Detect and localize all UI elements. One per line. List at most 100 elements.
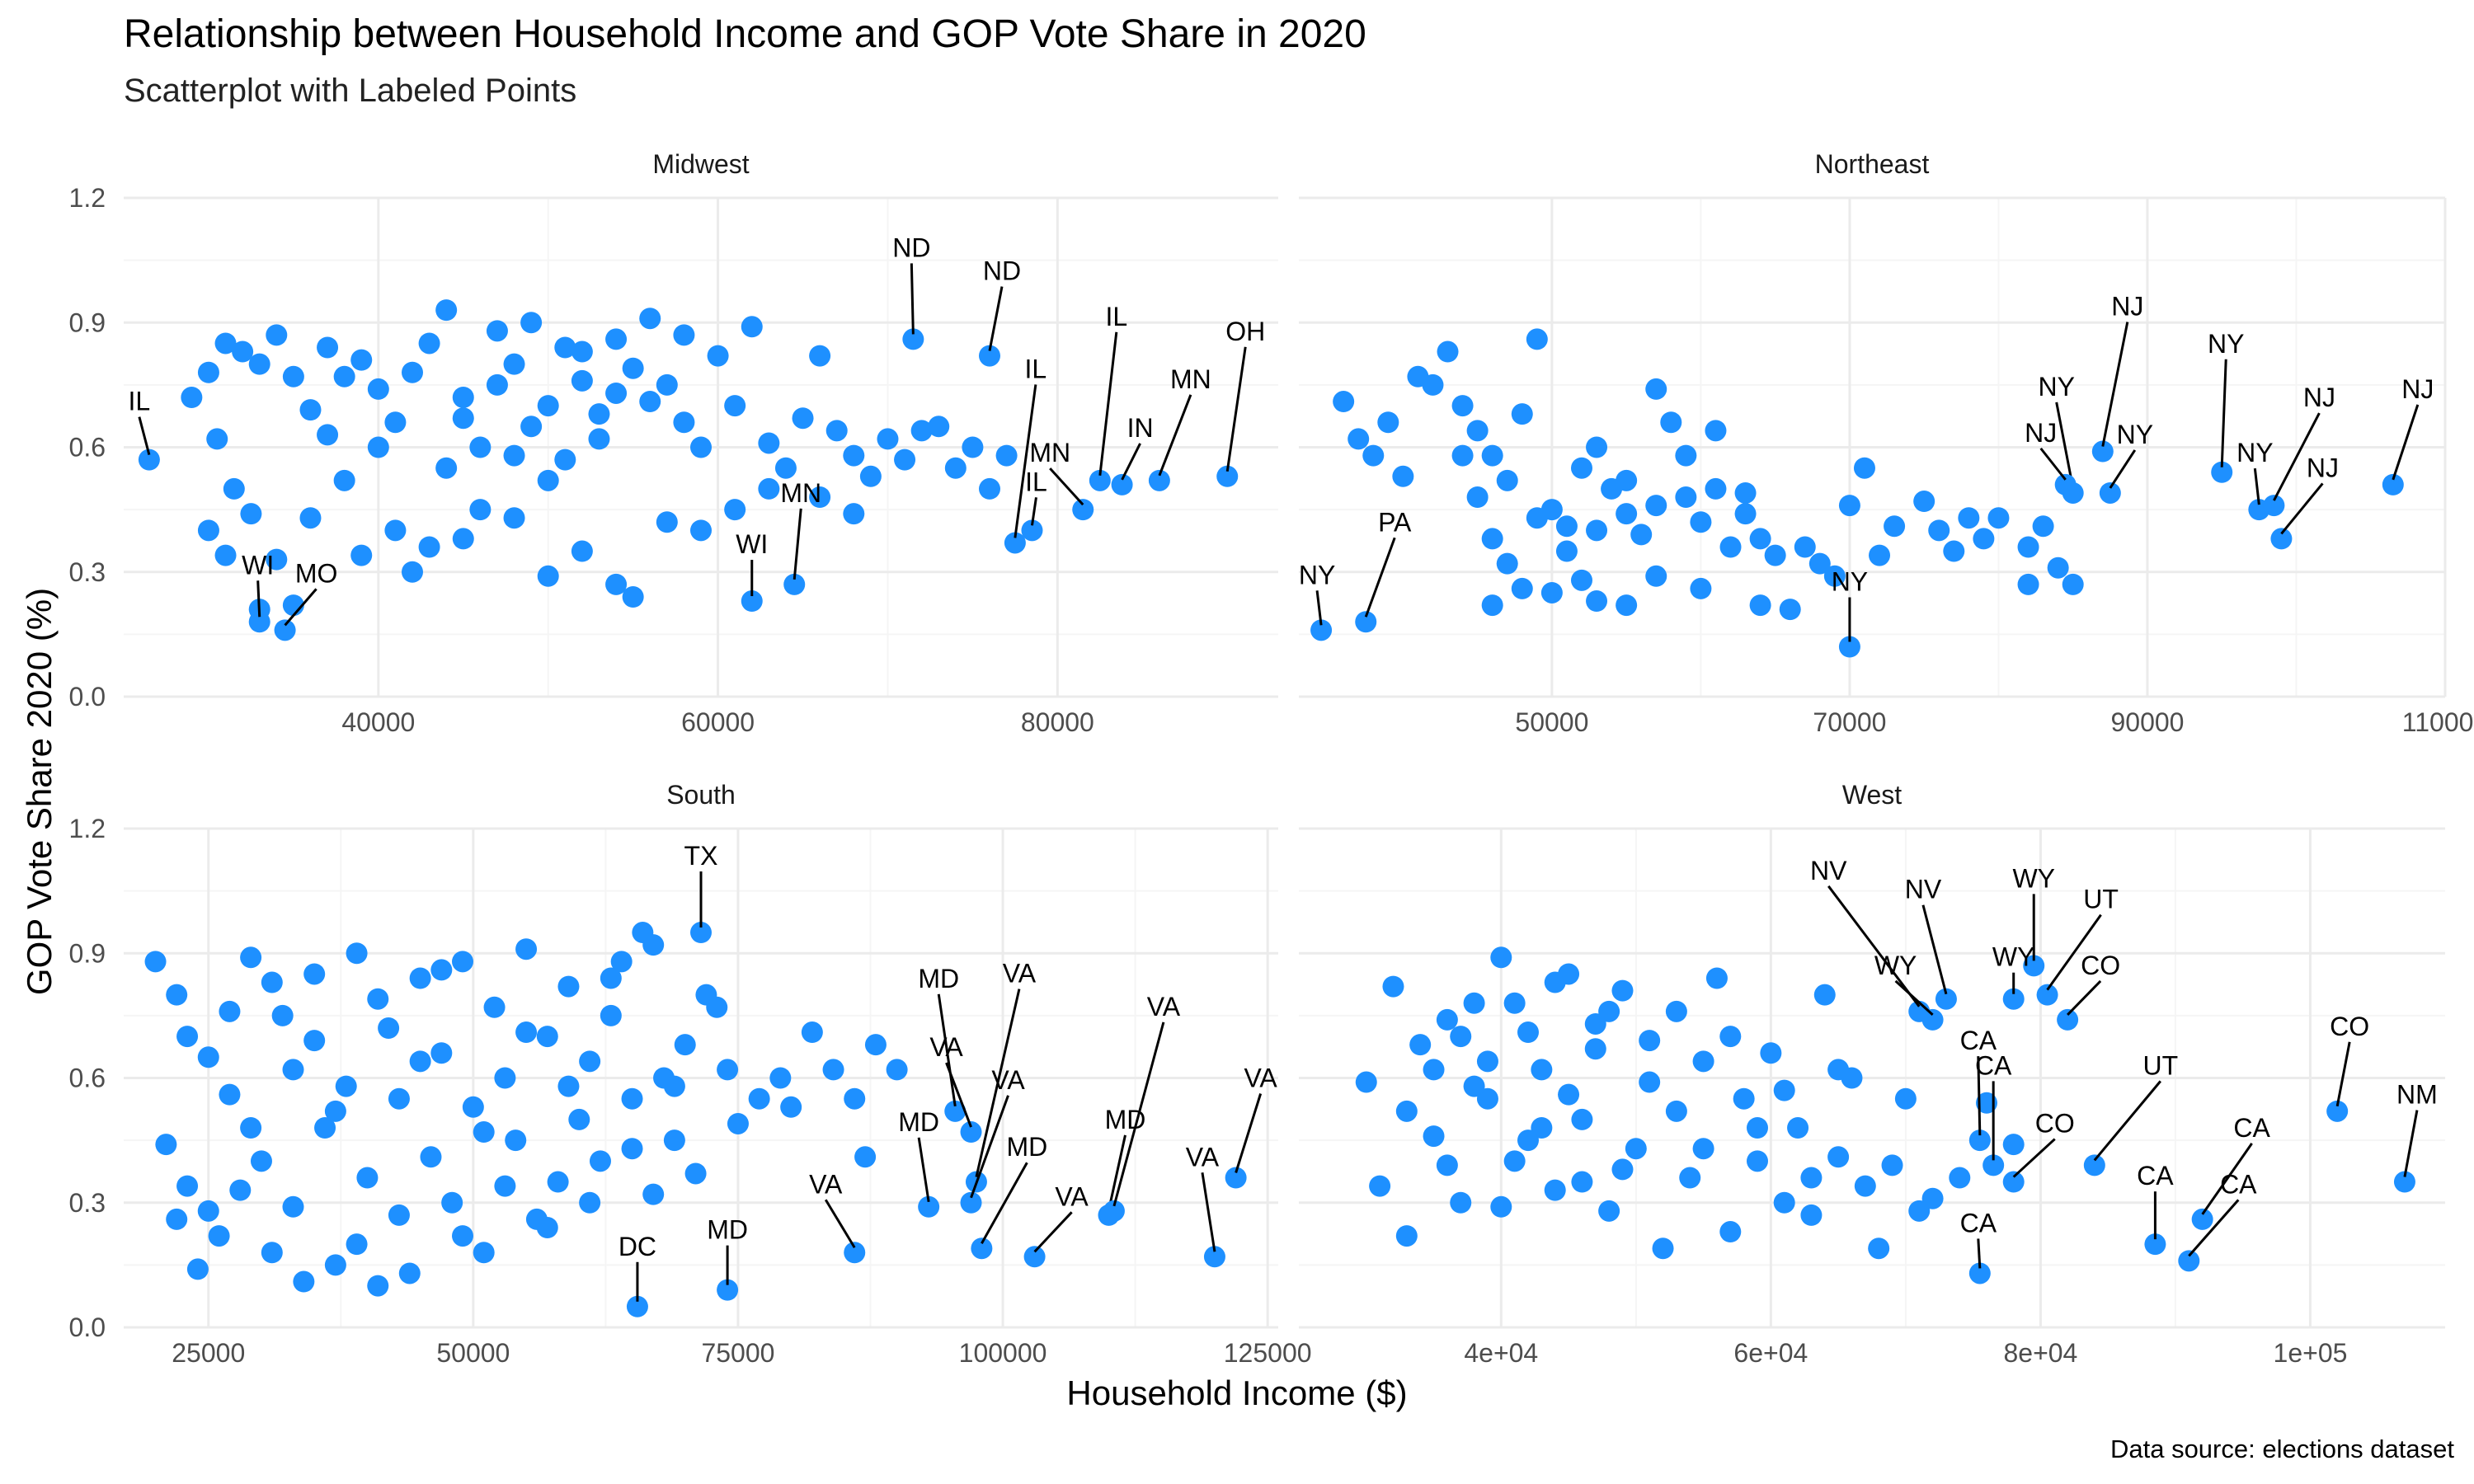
data-point <box>622 357 644 379</box>
point-label: VA <box>1003 959 1037 989</box>
data-point <box>1496 552 1518 575</box>
data-point <box>1611 979 1634 1002</box>
data-point <box>844 1087 866 1110</box>
data-point <box>1734 503 1757 525</box>
data-point <box>1490 1195 1512 1218</box>
data-point <box>1503 992 1526 1014</box>
data-point <box>1369 1175 1391 1197</box>
data-point <box>1481 444 1503 467</box>
data-point <box>1355 1071 1377 1093</box>
data-point <box>1692 1138 1714 1160</box>
data-point <box>469 499 492 521</box>
point-label: MD <box>1006 1132 1047 1162</box>
data-point <box>1476 1087 1498 1110</box>
data-point <box>1451 395 1474 417</box>
data-point <box>1719 1221 1742 1243</box>
labeled-data-point <box>741 590 763 613</box>
data-point <box>579 1191 601 1214</box>
data-point <box>1496 469 1518 491</box>
label-leader-line <box>970 1095 1009 1199</box>
data-point <box>452 1225 474 1247</box>
label-leader-line <box>1315 590 1323 626</box>
data-point <box>1787 1117 1809 1139</box>
data-point <box>1466 420 1489 442</box>
facet-west: 4e+04 6e+04 8e+04 1e+05 West NV NV WY WY WY UT CO CA… <box>1299 780 2445 1368</box>
data-point <box>894 448 916 471</box>
data-point <box>1813 984 1836 1006</box>
data-point <box>1733 1087 1755 1110</box>
data-point <box>314 1117 336 1139</box>
data-point <box>441 1191 463 1214</box>
data-point <box>944 457 967 479</box>
data-point <box>674 1034 696 1056</box>
y-tick-label: 1.2 <box>69 814 106 843</box>
data-point <box>690 436 712 458</box>
data-point <box>537 395 559 417</box>
data-point <box>1827 1059 1850 1081</box>
point-label: NJ <box>2401 374 2434 404</box>
point-label: VA <box>809 1169 843 1199</box>
label-leader-line <box>1921 904 1948 995</box>
label-leader-line <box>1201 1172 1216 1252</box>
label-leader-line <box>2188 1199 2240 1257</box>
data-point <box>1764 544 1786 566</box>
y-tick-label: 0.6 <box>69 1064 106 1093</box>
x-tick-label: 50000 <box>1515 707 1588 737</box>
data-point <box>1884 515 1906 538</box>
label-leader-line <box>975 989 1021 1177</box>
point-label: CO <box>2035 1109 2075 1139</box>
label-leader-line <box>1049 467 1084 506</box>
data-point <box>663 1075 685 1097</box>
data-point <box>186 1258 209 1280</box>
data-point <box>1571 1108 1593 1130</box>
x-tick-label: 60000 <box>681 707 755 737</box>
labeled-data-point <box>2382 473 2404 495</box>
data-point <box>1463 1075 1485 1097</box>
label-leader-line <box>910 263 915 335</box>
point-label: IL <box>129 387 151 416</box>
data-point <box>1639 1071 1661 1093</box>
data-point <box>2062 573 2084 595</box>
point-label: VA <box>1244 1064 1277 1093</box>
data-point <box>1616 594 1638 617</box>
data-point <box>1913 491 1935 513</box>
data-point <box>605 382 628 404</box>
point-label: MD <box>898 1107 939 1137</box>
data-point <box>435 299 458 322</box>
label-leader-line <box>1977 1056 1982 1136</box>
data-point <box>554 336 576 359</box>
labeled-data-point <box>2036 984 2058 1006</box>
label-leader-line <box>2253 467 2260 505</box>
labeled-data-point <box>274 619 296 641</box>
point-label: VA <box>1147 992 1181 1021</box>
data-point <box>1675 486 1697 508</box>
data-point <box>282 1059 304 1081</box>
data-point <box>435 457 458 479</box>
point-label: MO <box>295 558 338 588</box>
data-point <box>214 544 237 566</box>
data-point <box>780 1096 802 1118</box>
data-point <box>1625 1138 1647 1160</box>
data-point <box>1692 1050 1714 1073</box>
data-point <box>324 1100 346 1122</box>
data-point <box>271 1004 294 1026</box>
data-point <box>1630 524 1653 546</box>
data-point <box>962 436 984 458</box>
data-point <box>1544 1179 1566 1201</box>
data-point <box>1511 577 1533 599</box>
data-point <box>877 428 899 450</box>
data-point <box>571 369 593 392</box>
data-point <box>1476 1050 1498 1073</box>
data-point <box>1531 1117 1553 1139</box>
label-leader-line <box>1098 331 1118 477</box>
data-point <box>1616 469 1638 491</box>
point-label: WY <box>2012 863 2055 893</box>
data-point <box>809 345 831 367</box>
label-leader-line <box>2093 1080 2161 1162</box>
data-point <box>1794 536 1816 558</box>
point-label: MD <box>707 1215 748 1245</box>
data-point <box>1531 1059 1553 1081</box>
x-tick-label: 8e+04 <box>2003 1338 2077 1368</box>
data-point <box>801 1021 823 1044</box>
